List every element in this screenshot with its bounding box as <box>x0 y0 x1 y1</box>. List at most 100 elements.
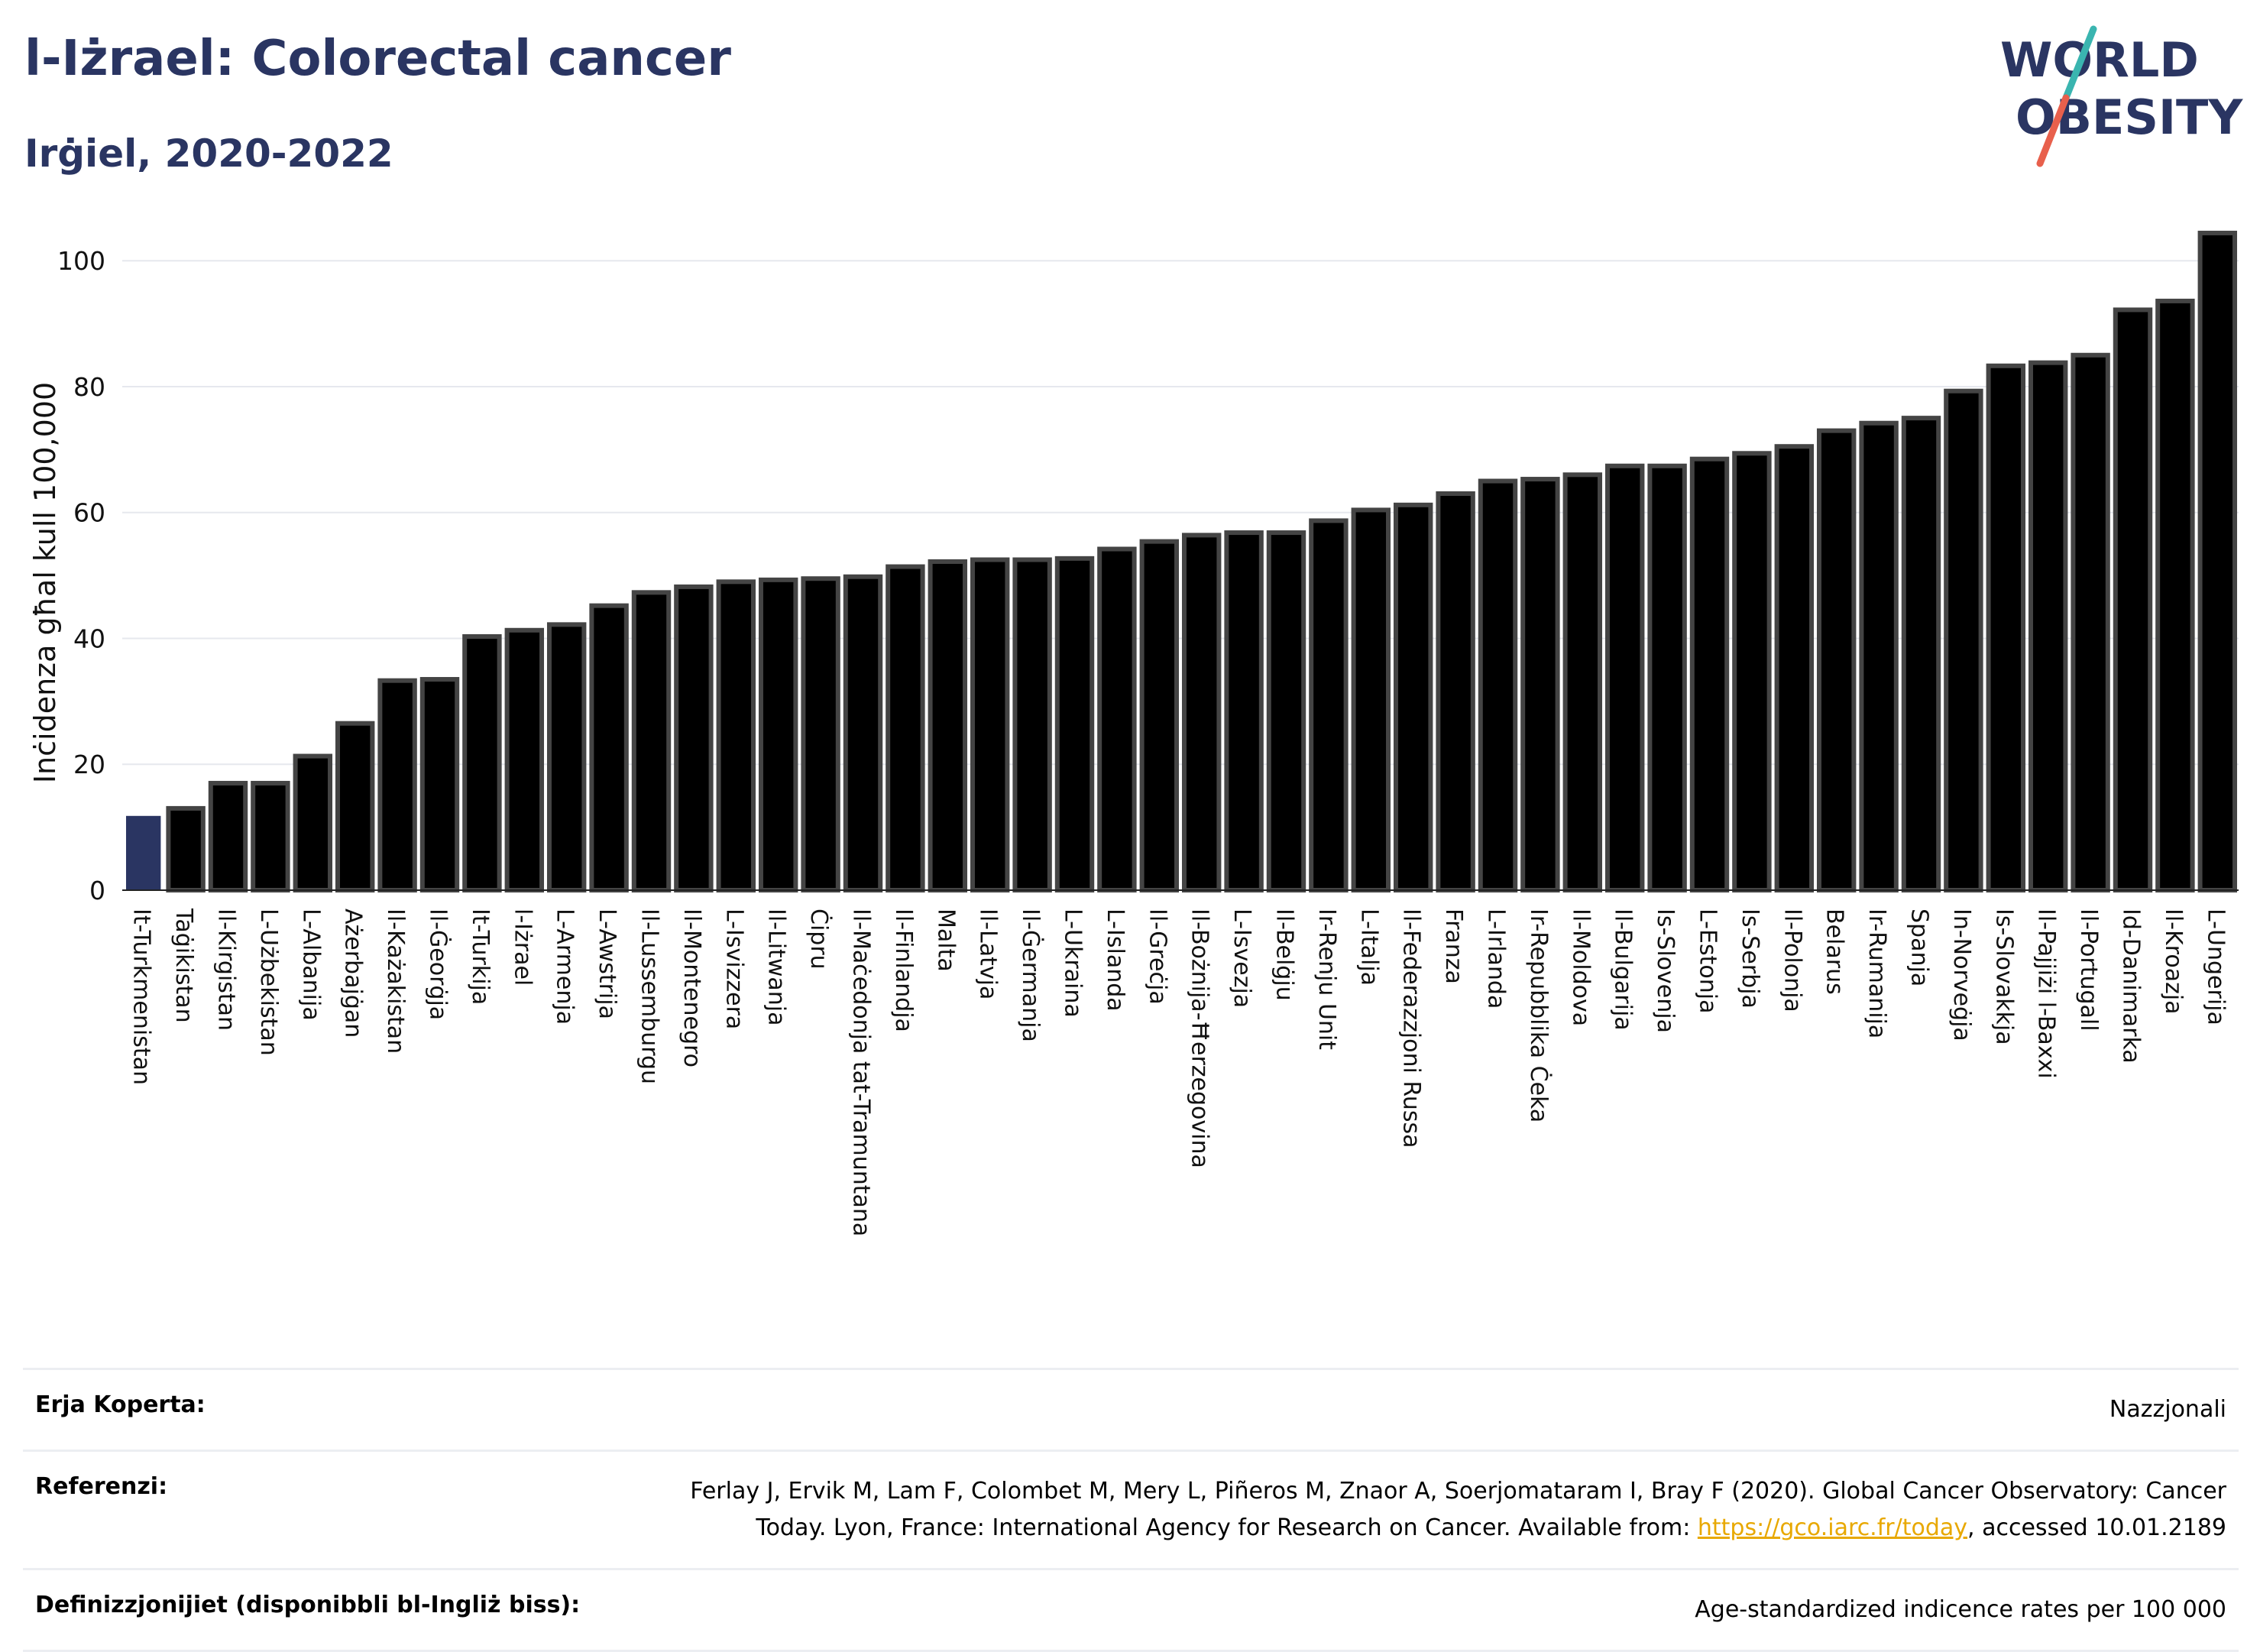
world-obesity-logo: WORLD OBESITY <box>2000 25 2243 167</box>
bar <box>546 622 587 892</box>
x-tick-label: It-Turkija <box>467 909 494 1005</box>
x-tick-label: Il-Lussemburgu <box>636 909 663 1084</box>
info-row-reference: Referenzi: Ferlay J, Ervik M, Lam F, Col… <box>23 1450 2239 1568</box>
bar <box>1901 416 1941 892</box>
x-tick-label: Ir-Repubblika Ċeka <box>1525 909 1553 1122</box>
bar <box>2113 307 2153 892</box>
info-row-definitions: Definizzjonijiet (disponibbli bl-Ingliż … <box>23 1568 2239 1652</box>
x-tick-label: Il-Kroazja <box>2160 909 2187 1015</box>
x-tick-label: Ċipru <box>805 909 834 970</box>
x-tick-label: Il-Litwanja <box>763 909 790 1025</box>
x-tick-label: Il-Portugall <box>2075 909 2102 1032</box>
bar <box>504 627 545 892</box>
bar <box>293 753 333 892</box>
x-tick-label: Il-Kirgistan <box>213 909 240 1031</box>
x-tick-label: L-Ungerija <box>2202 909 2229 1025</box>
x-tick-label: Il-Bożnija-Ħerzegovina <box>1187 909 1213 1168</box>
x-tick-label: Il-Federazzjoni Russa <box>1398 909 1425 1148</box>
x-tick-label: Belarus <box>1821 909 1848 995</box>
bar <box>1604 463 1645 892</box>
definitions-label: Definizzjonijiet (disponibbli bl-Ingliż … <box>35 1592 581 1618</box>
x-tick-label: Il-Latvja <box>975 909 1002 999</box>
x-tick-label: Il-Moldova <box>1567 909 1594 1026</box>
x-tick-label: Is-Slovenja <box>1652 909 1679 1033</box>
x-tick-label: Is-Serbja <box>1737 909 1763 1009</box>
bar <box>1732 451 1772 892</box>
bar <box>589 603 629 893</box>
bar <box>928 559 968 892</box>
bar <box>843 574 883 892</box>
x-tick-label: In-Norveġja <box>1948 909 1975 1041</box>
bar <box>1689 456 1730 892</box>
x-tick-label: Spanja <box>1906 909 1933 986</box>
bar <box>166 805 206 893</box>
reference-link[interactable]: https://gco.iarc.fr/today <box>1697 1514 1968 1541</box>
info-table: Erja Koperta: Nazzjonali Referenzi: Ferl… <box>23 1368 2239 1652</box>
x-tick-label: L-Armenja <box>552 909 578 1025</box>
x-tick-label: Malta <box>932 909 959 972</box>
x-tick-label: Il-Finlandja <box>890 909 917 1032</box>
page-subtitle: Irġiel, 2020-2022 <box>24 131 393 176</box>
x-tick-label: L-Italja <box>1355 909 1382 986</box>
bar <box>758 577 798 892</box>
x-tick-label: Il-Belġju <box>1271 909 1298 1001</box>
x-tick-label: Il-Każakistan <box>382 909 409 1054</box>
x-tick-label: L-Isvezja <box>1229 909 1255 1008</box>
x-tick-label: Is-Slovakkja <box>1990 909 2017 1045</box>
y-tick-label: 60 <box>73 498 105 528</box>
x-tick-label: Il-Montenegro <box>678 909 705 1067</box>
bar <box>1139 539 1180 892</box>
x-tick-label: Il-Greċja <box>1144 909 1170 1005</box>
bar <box>251 780 290 893</box>
bar <box>419 677 460 892</box>
x-tick-label: L-Albanija <box>297 909 324 1021</box>
bar <box>1181 533 1222 892</box>
bar <box>2028 360 2068 892</box>
definitions-value: Age-standardized indicence rates per 100… <box>1695 1596 2226 1623</box>
x-tick-label: Il-Polonja <box>1779 909 1805 1012</box>
bar <box>1647 463 1687 892</box>
bar <box>1562 472 1603 892</box>
coverage-value: Nazzjonali <box>2109 1396 2226 1423</box>
x-tick-label: L-Isvizzera <box>720 909 747 1029</box>
x-tick-label: L-Użbekistan <box>255 909 282 1056</box>
x-tick-label: Il-Maċedonja tat-Tramuntana <box>848 909 875 1236</box>
x-tick-label: Il-Ġeorġja <box>425 909 453 1020</box>
x-tick-label: L-Estonja <box>1695 909 1721 1013</box>
y-tick-label: 40 <box>73 624 105 653</box>
y-axis-label: Inċidenza għal kull 100,000 <box>28 382 62 783</box>
x-tick-label: Il-Pajjiżi l-Baxxi <box>2033 909 2060 1079</box>
y-tick-label: 0 <box>89 876 105 905</box>
x-tick-label: Franza <box>1440 909 1467 984</box>
bar-chart: 0 20 40 60 80 100 Inċidenza għal kull 100,000 I… <box>28 230 2239 1236</box>
reference-label: Referenzi: <box>35 1473 168 1500</box>
bar <box>1351 507 1391 893</box>
x-tick-label: L-Irlanda <box>1483 909 1510 1009</box>
logo-slash-bottom <box>2036 94 2070 167</box>
bar <box>335 721 375 893</box>
bar <box>2071 352 2110 892</box>
bar <box>1859 420 1899 892</box>
bar <box>1478 478 1518 892</box>
bar <box>886 564 925 892</box>
bar <box>801 576 840 892</box>
bar <box>377 678 417 893</box>
bar <box>1393 502 1433 892</box>
x-tick-label: L-Awstrija <box>594 909 620 1019</box>
bar <box>1944 388 1983 892</box>
coverage-label: Erja Koperta: <box>35 1391 206 1418</box>
bar <box>208 780 248 893</box>
bar <box>674 584 714 893</box>
x-tick-label: Il-Ġermanja <box>1017 909 1045 1042</box>
x-tick-label: Ir-Rumanija <box>1863 909 1890 1038</box>
x-tick-label: It-Turkmenistan <box>128 909 155 1085</box>
x-tick-label: Il-Bulgarija <box>1610 909 1637 1031</box>
bar <box>125 815 161 890</box>
bar <box>2155 298 2195 892</box>
reference-value: Ferlay J, Ervik M, Lam F, Colombet M, Me… <box>622 1473 2226 1547</box>
logo-slash-top <box>2062 25 2097 102</box>
y-tick-label: 20 <box>73 750 105 779</box>
bar <box>1309 518 1349 893</box>
bar <box>1012 557 1052 892</box>
bar <box>1774 444 1815 892</box>
